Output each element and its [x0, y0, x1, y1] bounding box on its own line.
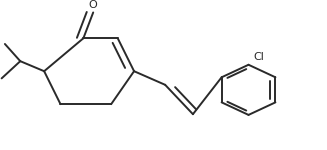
Text: Cl: Cl [253, 52, 264, 62]
Text: O: O [89, 0, 97, 10]
